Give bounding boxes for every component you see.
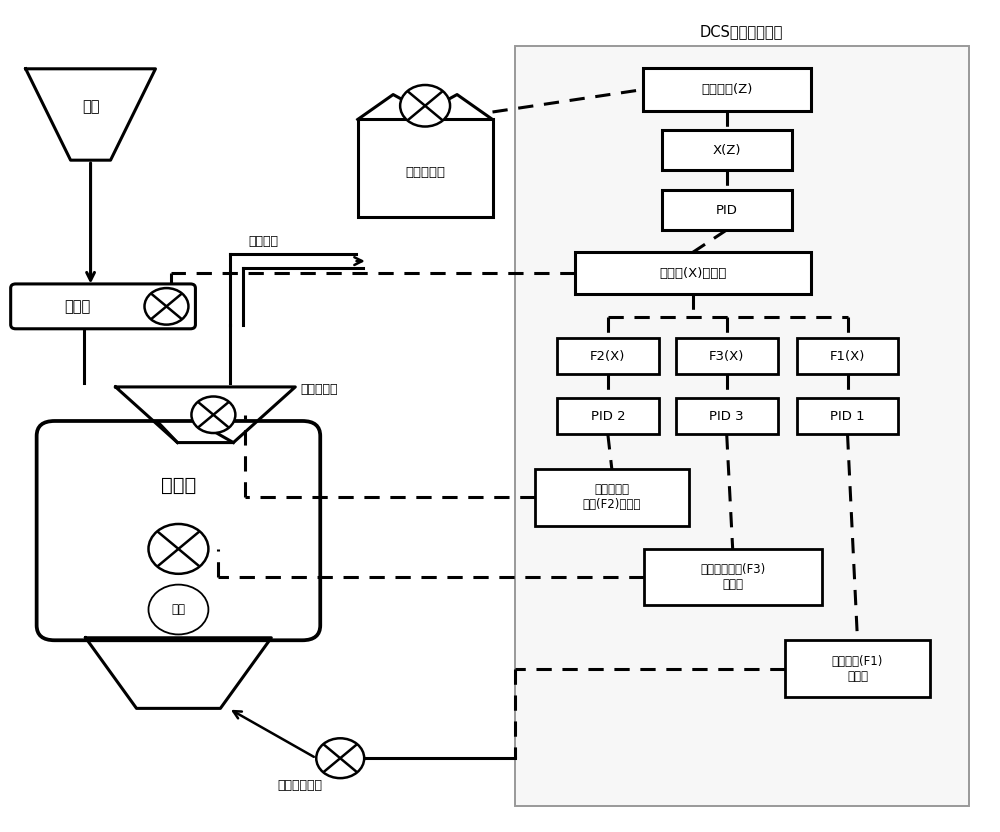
Text: DCS软件控制部分: DCS软件控制部分 xyxy=(700,24,783,39)
FancyBboxPatch shape xyxy=(575,252,811,294)
FancyBboxPatch shape xyxy=(557,398,659,434)
Circle shape xyxy=(316,738,364,778)
Text: PID: PID xyxy=(716,204,738,216)
FancyBboxPatch shape xyxy=(785,641,930,696)
Text: PID 2: PID 2 xyxy=(591,409,625,423)
FancyBboxPatch shape xyxy=(515,47,969,806)
Circle shape xyxy=(400,85,450,126)
Text: 锅炉负荷(Z): 锅炉负荷(Z) xyxy=(701,83,752,96)
FancyBboxPatch shape xyxy=(797,338,898,374)
Text: 一次风调节阀: 一次风调节阀 xyxy=(278,779,323,792)
FancyBboxPatch shape xyxy=(676,398,778,434)
FancyBboxPatch shape xyxy=(797,398,898,434)
Text: 给煤量(X)调节站: 给煤量(X)调节站 xyxy=(659,266,726,280)
Circle shape xyxy=(144,288,188,324)
Text: 旋转分离器: 旋转分离器 xyxy=(300,383,338,396)
Text: 给煤机: 给煤机 xyxy=(64,299,91,314)
FancyBboxPatch shape xyxy=(358,120,493,217)
FancyBboxPatch shape xyxy=(557,338,659,374)
FancyBboxPatch shape xyxy=(662,190,792,230)
FancyBboxPatch shape xyxy=(662,131,792,170)
FancyBboxPatch shape xyxy=(676,338,778,374)
FancyBboxPatch shape xyxy=(643,68,811,111)
Text: F3(X): F3(X) xyxy=(709,349,744,363)
Text: 煤粉管道: 煤粉管道 xyxy=(248,235,278,248)
Text: PID 3: PID 3 xyxy=(709,409,744,423)
FancyBboxPatch shape xyxy=(37,421,320,641)
Text: X(Z): X(Z) xyxy=(712,144,741,156)
Text: 旋转分离器
转速(F2)调节站: 旋转分离器 转速(F2)调节站 xyxy=(583,483,641,512)
FancyBboxPatch shape xyxy=(644,549,822,606)
Text: 锅炉燃烧室: 锅炉燃烧室 xyxy=(405,166,445,179)
Text: 磨辊: 磨辊 xyxy=(171,603,185,616)
Circle shape xyxy=(191,397,235,433)
Text: F1(X): F1(X) xyxy=(830,349,865,363)
Text: 磨辊加载压力(F3)
调节站: 磨辊加载压力(F3) 调节站 xyxy=(700,563,765,592)
Polygon shape xyxy=(86,638,271,708)
Text: 磨煤机: 磨煤机 xyxy=(161,475,196,494)
FancyBboxPatch shape xyxy=(535,469,689,526)
FancyBboxPatch shape xyxy=(11,284,195,329)
Text: PID 1: PID 1 xyxy=(830,409,865,423)
Text: 煤仓: 煤仓 xyxy=(82,99,99,114)
Circle shape xyxy=(148,524,208,574)
Polygon shape xyxy=(116,387,295,443)
Circle shape xyxy=(148,585,208,635)
Polygon shape xyxy=(26,69,155,161)
Text: F2(X): F2(X) xyxy=(590,349,626,363)
Text: 一次风量(F1)
调节站: 一次风量(F1) 调节站 xyxy=(832,655,883,682)
